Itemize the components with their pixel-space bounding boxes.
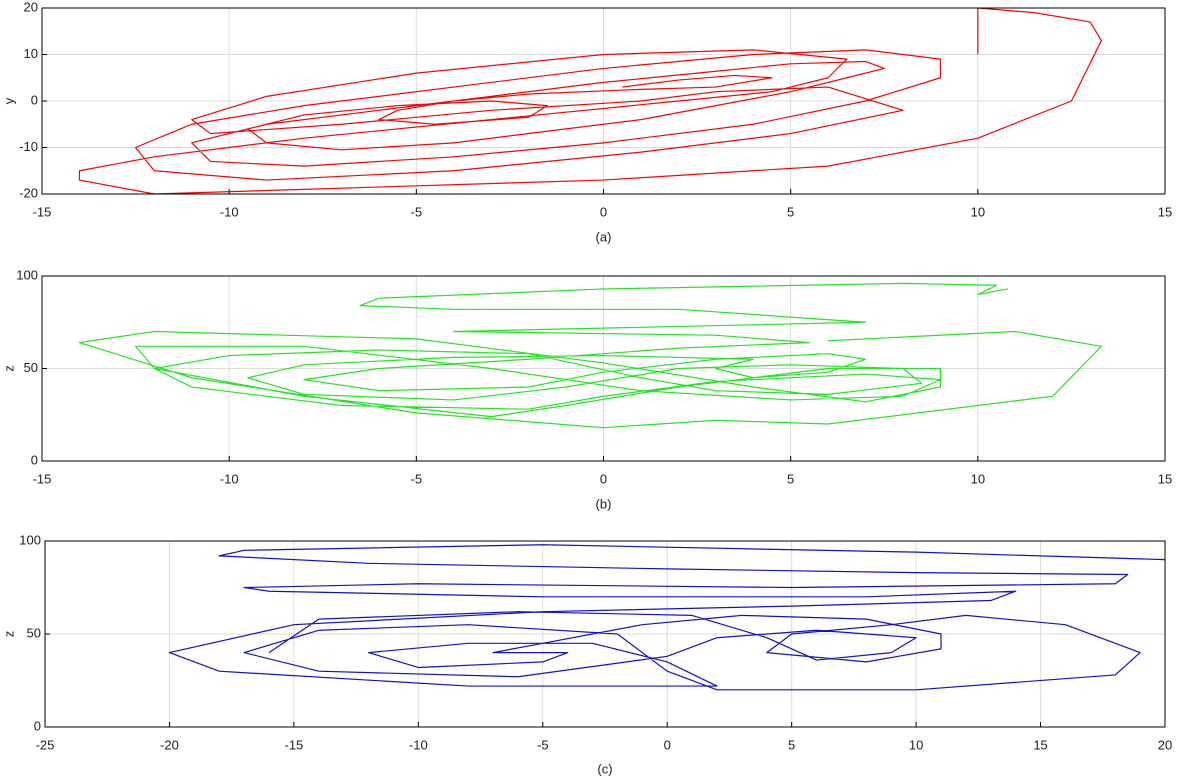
trajectory-line — [78, 282, 1102, 429]
plot-frame — [41, 7, 1166, 195]
x-tick-label: 15 — [1033, 737, 1047, 752]
x-axis-label: (a) — [596, 229, 612, 244]
trajectory-line — [168, 544, 1166, 691]
y-axis-label: y — [1, 97, 16, 104]
x-tick-label: 0 — [600, 204, 607, 219]
x-tick-label: -5 — [411, 471, 423, 486]
y-axis-label: z — [1, 631, 16, 638]
plot-frame — [41, 275, 1166, 462]
x-tick-label: 5 — [788, 737, 795, 752]
y-tick-label: 100 — [16, 267, 38, 282]
x-tick-label: 5 — [787, 471, 794, 486]
x-tick-label: -5 — [537, 737, 549, 752]
x-tick-label: -5 — [411, 204, 423, 219]
x-tick-label: -10 — [409, 737, 428, 752]
y-tick-label: 50 — [24, 360, 38, 375]
x-tick-label: -10 — [220, 204, 239, 219]
x-tick-label: -25 — [36, 737, 55, 752]
x-tick-label: -20 — [160, 737, 179, 752]
y-tick-label: -10 — [19, 139, 38, 154]
x-tick-label: 20 — [1158, 737, 1172, 752]
y-tick-label: 50 — [27, 625, 41, 640]
y-tick-label: 20 — [24, 0, 38, 14]
x-tick-label: 15 — [1158, 471, 1172, 486]
x-axis-label: (c) — [597, 761, 612, 776]
x-tick-label: 0 — [600, 471, 607, 486]
x-tick-label: -15 — [284, 737, 303, 752]
y-tick-label: 10 — [24, 46, 38, 61]
x-tick-label: 10 — [909, 737, 923, 752]
y-tick-label: 100 — [19, 532, 41, 547]
x-tick-label: -15 — [33, 204, 52, 219]
x-tick-label: 15 — [1158, 204, 1172, 219]
y-tick-label: 0 — [34, 718, 41, 733]
y-tick-label: 0 — [31, 452, 38, 467]
y-axis-label: z — [1, 365, 16, 372]
x-axis-label: (b) — [596, 496, 612, 511]
plot-frame — [44, 540, 1166, 728]
x-tick-label: -10 — [220, 471, 239, 486]
x-tick-label: -15 — [33, 471, 52, 486]
trajectory-line — [78, 7, 1102, 195]
y-tick-label: 0 — [31, 92, 38, 107]
x-tick-label: 0 — [664, 737, 671, 752]
x-tick-label: 10 — [971, 471, 985, 486]
y-tick-label: -20 — [19, 185, 38, 200]
x-tick-label: 10 — [971, 204, 985, 219]
x-tick-label: 5 — [787, 204, 794, 219]
